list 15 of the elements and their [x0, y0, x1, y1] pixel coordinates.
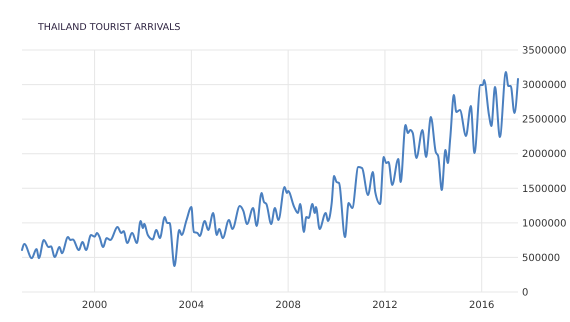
x-tick-label: 2016 [468, 300, 494, 311]
y-tick-label: 2500000 [522, 114, 567, 126]
x-tick-label: 2012 [372, 300, 398, 311]
x-tick-label: 2008 [275, 300, 301, 311]
line-series [21, 70, 519, 267]
y-tick-label: 1500000 [522, 184, 567, 195]
y-tick-label: 3000000 [522, 80, 567, 92]
y-tick-label: 3500000 [522, 46, 567, 56]
y-tick-label: 1000000 [522, 218, 567, 230]
x-tick-label: 2004 [178, 300, 204, 311]
chart-title: THAILAND TOURIST ARRIVALS [37, 22, 180, 33]
y-tick-label: 2000000 [522, 149, 567, 160]
y-tick-label: 500000 [522, 252, 560, 264]
y-tick-label: 0 [522, 288, 528, 298]
x-tick-label: 2000 [82, 300, 108, 311]
